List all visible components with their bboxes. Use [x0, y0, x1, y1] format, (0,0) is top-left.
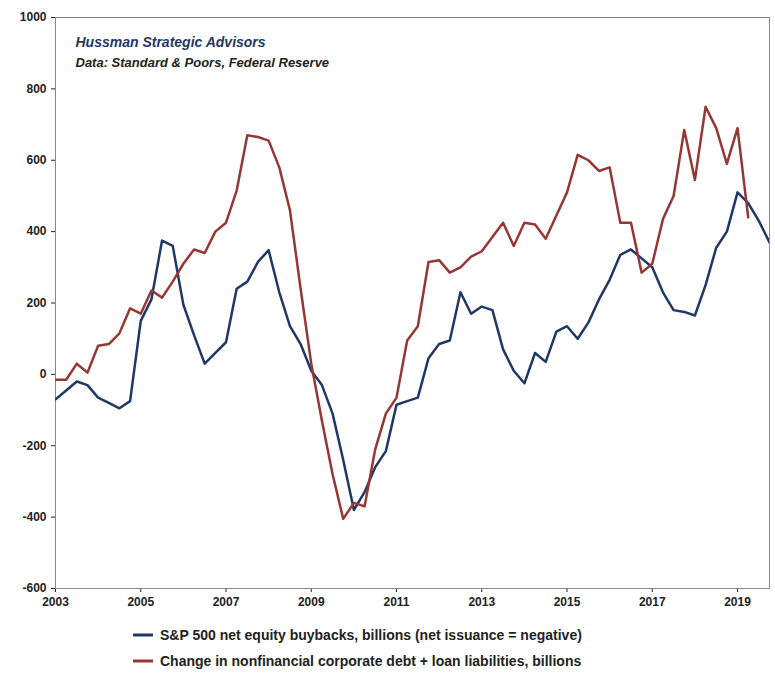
svg-text:200: 200 [26, 296, 46, 310]
svg-text:2017: 2017 [639, 595, 666, 609]
svg-text:2003: 2003 [42, 595, 69, 609]
svg-text:2019: 2019 [724, 595, 751, 609]
svg-text:2009: 2009 [298, 595, 325, 609]
svg-text:2007: 2007 [213, 595, 240, 609]
html-text:Change in nonfinancial corpora: Change in nonfinancial corporate debt + … [160, 653, 582, 669]
svg-text:800: 800 [26, 82, 46, 96]
svg-text:2005: 2005 [127, 595, 154, 609]
svg-text:-200: -200 [22, 439, 46, 453]
svg-text:Hussman Strategic Advisors: Hussman Strategic Advisors [76, 34, 266, 50]
svg-text:0: 0 [40, 367, 47, 381]
svg-text:1000: 1000 [20, 10, 47, 24]
svg-text:600: 600 [26, 153, 46, 167]
svg-text:-600: -600 [22, 581, 46, 595]
svg-text:2011: 2011 [383, 595, 409, 609]
svg-text:-400: -400 [22, 510, 46, 524]
svg-text:2013: 2013 [468, 595, 495, 609]
svg-text:2015: 2015 [554, 595, 581, 609]
html-text:S&P 500 net equity buybacks, b: S&P 500 net equity buybacks, billions (n… [160, 627, 582, 643]
svg-text:400: 400 [26, 224, 46, 238]
svg-text:Data: Standard & Poors, Federa: Data: Standard & Poors, Federal Reserve [76, 55, 330, 70]
